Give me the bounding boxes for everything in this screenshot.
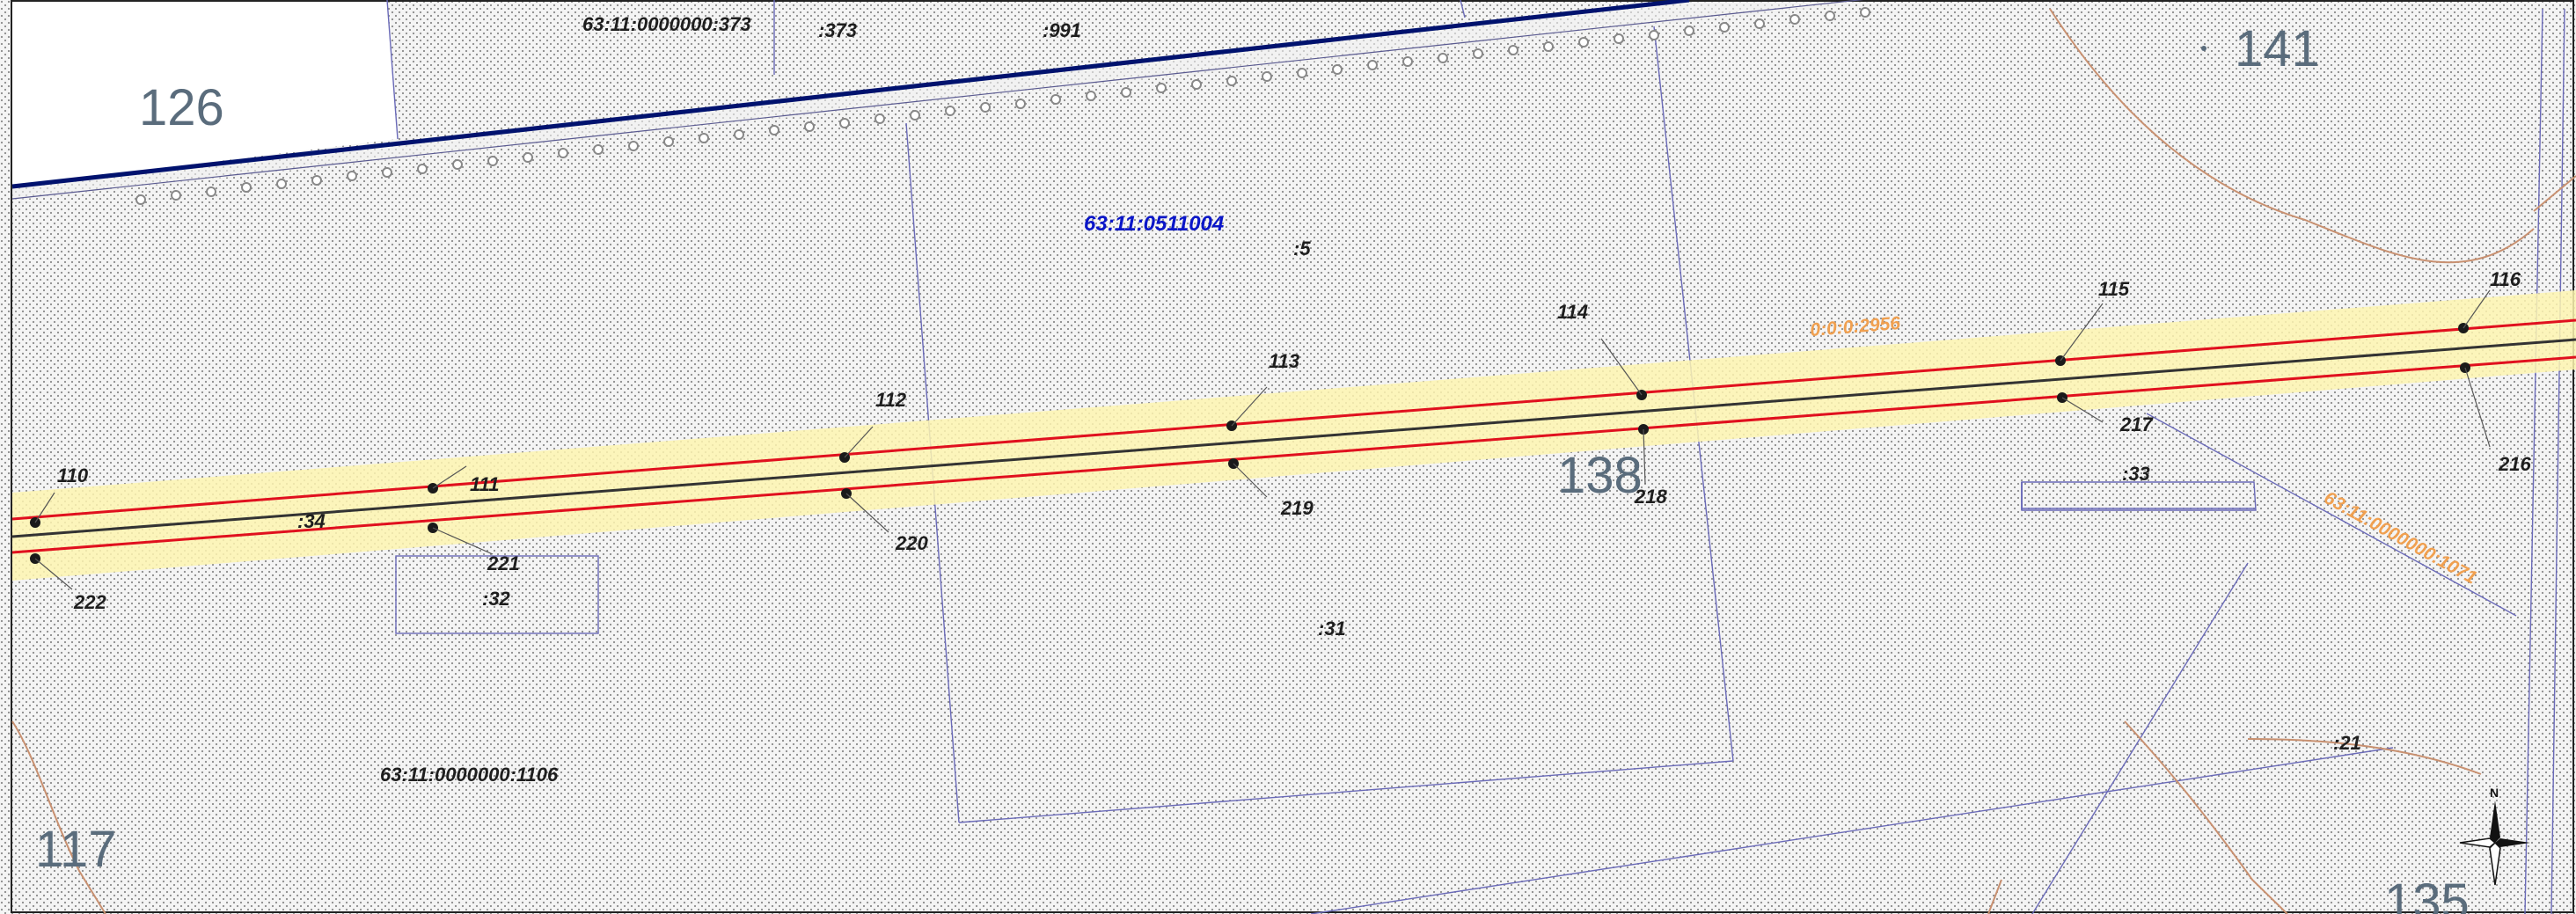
point-label-219: 219	[1280, 497, 1314, 519]
point-label-218: 218	[1634, 486, 1667, 508]
block-141-dot	[2201, 46, 2206, 51]
map-frame	[11, 0, 2574, 913]
north-arrow: N	[2459, 786, 2530, 886]
parcel-label: :373	[818, 19, 857, 41]
point-label-116: 116	[2490, 268, 2521, 290]
point-label-221: 221	[487, 552, 520, 574]
route-lines	[11, 318, 2576, 554]
point-label-216: 216	[2498, 453, 2531, 475]
point-label-115: 115	[2098, 278, 2130, 300]
point-label-217: 217	[2119, 413, 2154, 435]
parcel-labels: :34 :32 :31 :5 :33 :21 :373 :991	[297, 19, 2361, 754]
parcel-boundaries	[386, 0, 2565, 914]
parcel-label: :31	[1318, 618, 1346, 640]
point-label-220: 220	[895, 532, 928, 554]
north-arrow-label: N	[2490, 786, 2499, 800]
parcel-label: :21	[2333, 732, 2361, 754]
road	[11, 0, 1870, 205]
point-label-113: 113	[1269, 350, 1299, 372]
point-label-110: 110	[57, 464, 89, 486]
parcel-label: :34	[297, 510, 326, 532]
block-number: 135	[2384, 874, 2470, 914]
cadastral-number-label: 63:11:0000000:373	[582, 13, 751, 35]
upper-point-labels: 110 111 112 113 114 115 116	[57, 268, 2521, 495]
block-numbers: 126 141 138 117 135	[35, 20, 2470, 914]
protection-zone	[12, 290, 2576, 581]
cadastral-number-label: 63:11:0000000:1106	[380, 764, 559, 786]
block-number: 117	[35, 821, 116, 878]
block-number: 126	[139, 79, 224, 136]
point-label-222: 222	[73, 591, 106, 613]
parcel-label: :32	[482, 588, 511, 610]
parcel-label: :991	[1043, 19, 1081, 41]
block-126-area	[12, 0, 398, 186]
block-number: 138	[1557, 447, 1643, 504]
parcel-label: :33	[2122, 463, 2150, 485]
lower-boundary	[11, 355, 2576, 554]
contour-lines	[11, 8, 2576, 914]
route-axis	[11, 338, 2576, 538]
point-label-112: 112	[875, 389, 907, 411]
cadastral-block-label: 63:11:0511004	[1084, 212, 1224, 236]
block-number: 141	[2235, 20, 2320, 77]
lower-point-labels: 222 221 220 219 218 217 216	[73, 413, 2531, 613]
parcel-label: :5	[1293, 238, 1311, 260]
point-label-114: 114	[1557, 301, 1588, 323]
point-label-111: 111	[470, 473, 499, 495]
road-strip	[12, 0, 1892, 201]
upper-boundary	[11, 318, 2576, 521]
leader-lines	[34, 289, 2491, 590]
